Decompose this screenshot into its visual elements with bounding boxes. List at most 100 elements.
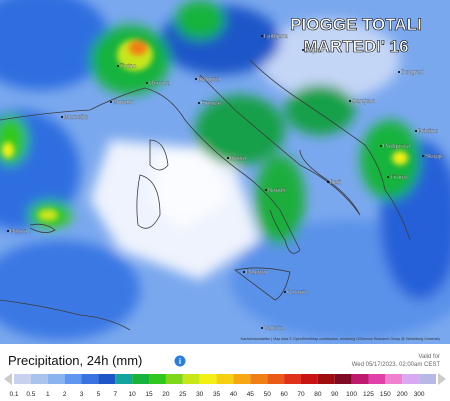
city-label: Genova [149,81,171,87]
scale-label: 50 [264,391,272,398]
city-label: Catania [287,290,308,296]
city-dot [117,65,119,67]
city-dot [110,101,112,103]
city-label: Pristine [418,129,439,135]
scale-swatch [233,374,251,384]
city-dot [195,78,197,80]
scale-label: 35 [213,391,221,398]
scale-swatch [47,374,65,384]
scale-label: 10 [129,391,137,398]
scale-swatch [419,374,436,384]
valid-label: Valid for [418,354,440,360]
city-dot [261,35,263,37]
scale-swatch [165,374,183,384]
city-label: Podgorica [383,144,411,150]
color-scale: 0.1 0.5 1 2 3 5 7 10 15 20 25 30 35 40 45 50 60 70 80 90 100… [9,374,436,398]
scale-label: 60 [280,391,288,398]
scale-label: 25 [179,391,187,398]
scale-swatch [98,374,116,384]
scale-label: 0.1 [9,391,18,398]
city-dot [422,155,424,157]
city-dot [146,82,148,84]
city-dot [265,189,267,191]
city-dot [284,291,286,293]
city-dot [302,49,304,51]
scale-swatch [250,374,268,384]
scale-label: 7 [113,391,117,398]
scale-label: 300 [414,391,425,398]
scale-swatch [149,374,166,384]
city-labels: Ljubljana Zagreb Beograd Sarajevo Torino Geno… [7,34,444,332]
city-dot [398,71,400,73]
city-label: Bologna [198,77,221,83]
city-dot [387,176,389,178]
scale-swatch [402,374,420,384]
city-label: Bari [330,180,341,186]
scale-swatch [30,374,48,384]
scale-label: 20 [162,391,170,398]
scale-swatch [14,374,31,384]
valid-time: Wed 05/17/2023, 02:00am CEST [352,362,441,368]
city-dot [327,181,329,183]
scale-label: 80 [314,391,322,398]
city-label: Napoli [268,188,285,194]
scale-swatch [300,374,318,384]
scale-swatch [334,374,352,384]
scale-swatch [351,374,369,384]
city-label: Palermo [246,270,269,276]
city-dot [198,102,200,104]
scale-swatch [81,374,99,384]
scale-label: 0.5 [26,391,35,398]
title-line: PIOGGE TOTALI [290,15,422,34]
city-label: Torino [120,64,137,70]
scale-swatch [132,374,150,384]
scale-swatch [199,374,217,384]
scale-swatch [284,374,301,384]
scale-label: 150 [380,391,391,398]
scale-label: 40 [230,391,238,398]
scale-label: 90 [331,391,339,398]
scale-swatch [385,374,403,384]
city-dot [227,157,229,159]
info-icon-text[interactable]: i [179,357,181,366]
city-dot [349,100,351,102]
city-label: Roma [230,156,247,162]
title-line: MARTEDI' 16 [303,37,408,56]
city-label: Monaco [113,100,135,106]
city-label: Palma [10,229,28,235]
scale-swatch [115,374,133,384]
scale-label: 5 [97,391,101,398]
scale-label: 100 [346,391,357,398]
scale-label: 125 [363,391,374,398]
city-dot [243,271,245,273]
scale-swatch [317,374,335,384]
legend-title: Precipitation, 24h (mm) [8,353,142,368]
city-dot [380,145,382,147]
scale-label: 15 [145,391,153,398]
city-label: Firenze [201,101,222,107]
scale-label: 70 [297,391,305,398]
scale-label: 1 [46,391,50,398]
city-label: Tirana [390,175,407,181]
city-label: Marseille [64,115,89,121]
info-icon[interactable] [174,355,186,367]
scale-label: 3 [80,391,84,398]
scale-label: 2 [63,391,67,398]
scale-label: 45 [247,391,255,398]
city-label: Skopje [425,154,444,160]
scale-swatch [267,374,285,384]
scale-swatch [182,374,200,384]
city-label: Sarajevo [352,99,376,105]
map-title: PIOGGE TOTALI MARTEDI' 16 [290,15,422,57]
scale-swatch [216,374,234,384]
city-label: Beograd [401,70,424,76]
city-dot [7,230,9,232]
scale-swatch [368,374,386,384]
scale-label: 30 [196,391,204,398]
city-label: Valletta [264,326,284,332]
precipitation-map: PIOGGE TOTALI MARTEDI' 16 Ljubljana Zagre… [0,0,450,344]
scale-label: 200 [397,391,408,398]
scale-swatch [64,374,82,384]
city-dot [415,130,417,132]
